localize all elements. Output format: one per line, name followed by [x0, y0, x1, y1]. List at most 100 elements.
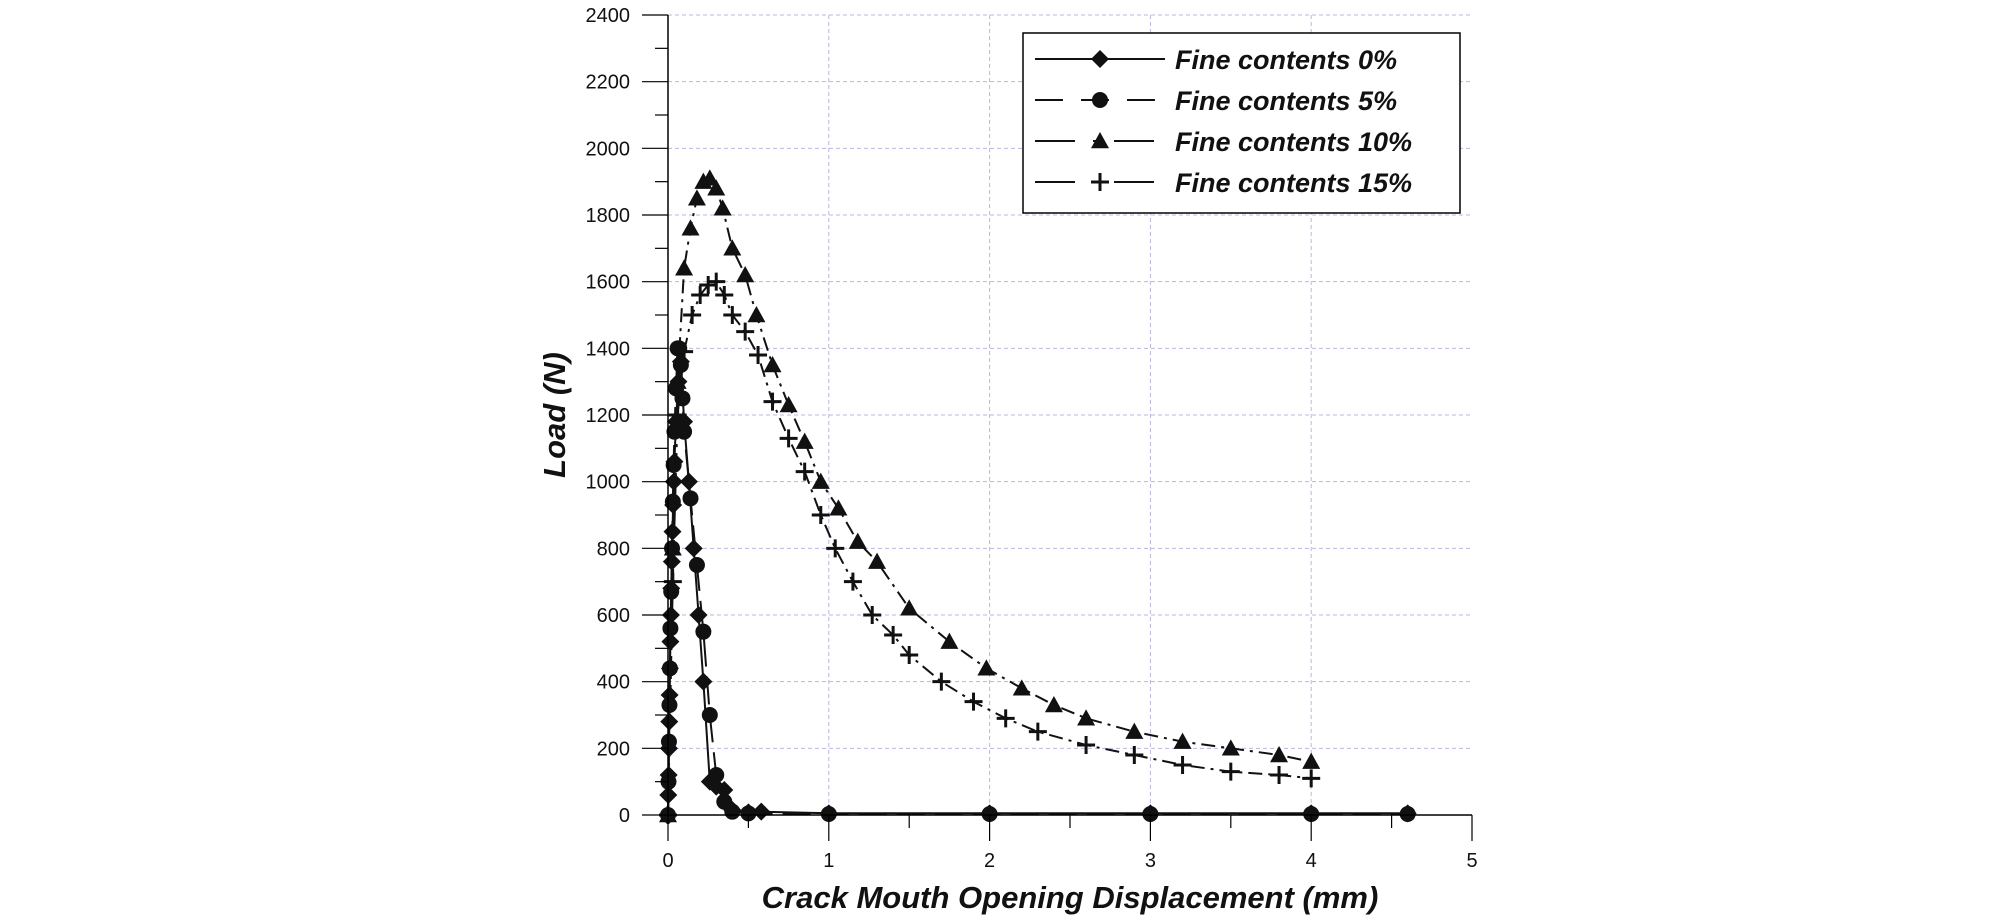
legend: Fine contents 0% Fine contents 5% Fine con… [1022, 32, 1461, 214]
data-point [664, 472, 683, 491]
data-point [811, 506, 830, 524]
legend-item: Fine contents 10% [1035, 127, 1412, 157]
y-tick-label: 1800 [586, 205, 631, 227]
data-point [715, 286, 734, 304]
data-point [660, 733, 677, 750]
data-point [687, 189, 706, 206]
data-point [848, 532, 867, 549]
data-point [779, 396, 798, 413]
data-point [779, 429, 798, 448]
data-point [676, 423, 693, 440]
data-point [1028, 722, 1047, 741]
data-point [795, 462, 814, 481]
y-tick-label: 400 [597, 672, 630, 694]
data-point [795, 432, 814, 449]
data-point [736, 322, 755, 341]
legend-label: Fine contents 15% [1175, 168, 1412, 198]
data-point [981, 806, 998, 822]
data-point [708, 767, 725, 783]
data-point [668, 372, 687, 389]
data-point [724, 803, 741, 820]
data-point [1077, 736, 1096, 754]
data-point [900, 599, 919, 616]
data-point [1221, 739, 1240, 756]
data-point [740, 805, 757, 822]
data-point [1270, 766, 1289, 784]
y-tick-label: 0 [619, 805, 630, 827]
data-point [884, 626, 903, 644]
data-point [675, 342, 694, 361]
data-point [1399, 806, 1416, 822]
data-point [700, 169, 719, 186]
data-point [681, 219, 700, 236]
legend-marker [1091, 173, 1109, 191]
data-point [940, 632, 959, 649]
data-point [1142, 806, 1159, 822]
series-1 [660, 340, 1416, 823]
axes: 0 200 400 600 800 1000 1200 1400 1600 1800 2000 220… [586, 5, 1478, 872]
y-tick-label: 200 [597, 738, 630, 760]
data-point [675, 259, 694, 276]
data-point [715, 781, 734, 799]
data-point [1125, 722, 1144, 739]
data-point [1044, 696, 1063, 713]
x-axis-title: Crack Mouth Opening Displacement (mm) [762, 880, 1379, 915]
data-point [695, 623, 712, 640]
x-tick-label: 4 [1306, 850, 1317, 872]
data-point [1221, 762, 1240, 781]
series-line [667, 347, 1408, 816]
y-tick-label: 1000 [586, 472, 631, 494]
data-point [689, 606, 708, 624]
data-point [868, 552, 887, 569]
series-3 [659, 272, 1321, 824]
y-tick-label: 2200 [586, 72, 631, 94]
data-point [763, 392, 782, 411]
data-point [664, 493, 681, 510]
x-tick-label: 2 [984, 850, 995, 872]
y-tick-label: 600 [597, 605, 630, 627]
data-point [723, 239, 742, 256]
legend-marker [1091, 50, 1109, 68]
y-tick-label: 2400 [586, 5, 631, 27]
data-point [682, 490, 699, 507]
x-tick-label: 1 [823, 850, 834, 872]
legend-marker [1092, 92, 1108, 108]
data-point [863, 606, 882, 624]
data-point [679, 472, 698, 491]
data-point [1270, 746, 1289, 763]
data-point [900, 646, 919, 664]
legend-item: Fine contents 0% [1035, 45, 1397, 75]
y-tick-label: 2000 [586, 138, 631, 160]
legend-label: Fine contents 5% [1175, 86, 1397, 116]
data-point [713, 199, 732, 216]
y-tick-label: 1200 [586, 405, 631, 427]
data-point [752, 802, 771, 821]
data-point [820, 806, 837, 822]
legend-item: Fine contents 5% [1035, 86, 1397, 116]
data-point [1303, 806, 1320, 822]
data-point [707, 272, 726, 291]
data-point [1125, 746, 1144, 764]
data-point [736, 266, 755, 283]
data-point [843, 572, 862, 591]
data-point [1302, 752, 1321, 769]
x-tick-label: 5 [1466, 850, 1477, 872]
series-0 [659, 352, 1417, 824]
data-point [1173, 756, 1192, 774]
data-point [701, 707, 718, 723]
legend-label: Fine contents 0% [1175, 45, 1397, 75]
data-point [723, 306, 742, 324]
legend-marker [1091, 132, 1109, 149]
series-line [667, 176, 1312, 816]
x-tick-label: 0 [662, 850, 673, 872]
data-point [1077, 709, 1096, 726]
x-tick-label: 3 [1145, 850, 1156, 872]
legend-label: Fine contents 10% [1175, 127, 1412, 157]
y-tick-label: 800 [597, 538, 630, 560]
data-point [665, 457, 682, 473]
data-point [829, 499, 848, 516]
data-point [811, 472, 830, 489]
data-point [1173, 732, 1192, 749]
